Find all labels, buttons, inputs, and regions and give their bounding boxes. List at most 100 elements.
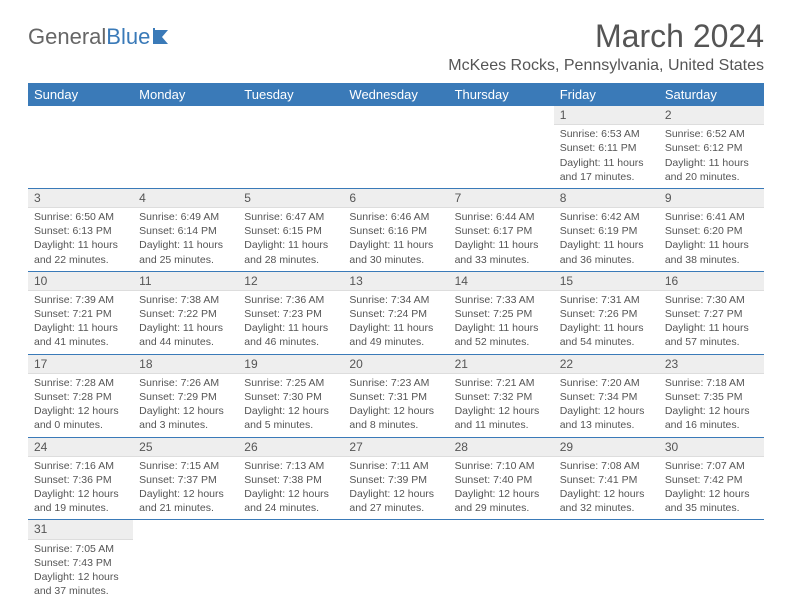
sunset-text: Sunset: 7:36 PM [34,473,127,487]
day-cell: 15Sunrise: 7:31 AMSunset: 7:26 PMDayligh… [554,271,659,354]
daylight-text: Daylight: 11 hours and 41 minutes. [34,321,127,349]
day-number: 9 [659,189,764,208]
day-body: Sunrise: 7:33 AMSunset: 7:25 PMDaylight:… [449,291,554,354]
empty-cell [28,106,133,188]
day-body: Sunrise: 7:08 AMSunset: 7:41 PMDaylight:… [554,457,659,520]
sunset-text: Sunset: 6:11 PM [560,141,653,155]
day-number: 11 [133,272,238,291]
day-cell: 11Sunrise: 7:38 AMSunset: 7:22 PMDayligh… [133,271,238,354]
sunrise-text: Sunrise: 7:36 AM [244,293,337,307]
empty-cell [343,106,448,188]
week-row: 3Sunrise: 6:50 AMSunset: 6:13 PMDaylight… [28,188,764,271]
day-cell: 5Sunrise: 6:47 AMSunset: 6:15 PMDaylight… [238,188,343,271]
day-body: Sunrise: 7:23 AMSunset: 7:31 PMDaylight:… [343,374,448,437]
sunset-text: Sunset: 7:21 PM [34,307,127,321]
day-cell: 27Sunrise: 7:11 AMSunset: 7:39 PMDayligh… [343,437,448,520]
sunrise-text: Sunrise: 7:34 AM [349,293,442,307]
sunrise-text: Sunrise: 6:50 AM [34,210,127,224]
daylight-text: Daylight: 11 hours and 28 minutes. [244,238,337,266]
sunset-text: Sunset: 7:39 PM [349,473,442,487]
sunrise-text: Sunrise: 7:21 AM [455,376,548,390]
day-number: 25 [133,438,238,457]
daylight-text: Daylight: 12 hours and 13 minutes. [560,404,653,432]
sunset-text: Sunset: 7:41 PM [560,473,653,487]
sunrise-text: Sunrise: 7:11 AM [349,459,442,473]
sunrise-text: Sunrise: 6:42 AM [560,210,653,224]
sunrise-text: Sunrise: 7:31 AM [560,293,653,307]
week-row: 31Sunrise: 7:05 AMSunset: 7:43 PMDayligh… [28,520,764,602]
day-number: 22 [554,355,659,374]
daylight-text: Daylight: 12 hours and 32 minutes. [560,487,653,515]
empty-cell [238,520,343,602]
day-number: 24 [28,438,133,457]
day-number: 4 [133,189,238,208]
day-header: Sunday [28,83,133,106]
sunset-text: Sunset: 7:32 PM [455,390,548,404]
logo-text-general: General [28,24,106,50]
daylight-text: Daylight: 12 hours and 37 minutes. [34,570,127,598]
day-number: 18 [133,355,238,374]
day-cell: 25Sunrise: 7:15 AMSunset: 7:37 PMDayligh… [133,437,238,520]
daylight-text: Daylight: 11 hours and 36 minutes. [560,238,653,266]
sunset-text: Sunset: 6:12 PM [665,141,758,155]
day-body: Sunrise: 6:52 AMSunset: 6:12 PMDaylight:… [659,125,764,188]
day-body: Sunrise: 6:44 AMSunset: 6:17 PMDaylight:… [449,208,554,271]
day-cell: 16Sunrise: 7:30 AMSunset: 7:27 PMDayligh… [659,271,764,354]
sunset-text: Sunset: 7:25 PM [455,307,548,321]
sunset-text: Sunset: 7:42 PM [665,473,758,487]
day-number: 28 [449,438,554,457]
sunrise-text: Sunrise: 6:52 AM [665,127,758,141]
sunrise-text: Sunrise: 7:10 AM [455,459,548,473]
day-body: Sunrise: 7:38 AMSunset: 7:22 PMDaylight:… [133,291,238,354]
sunset-text: Sunset: 7:37 PM [139,473,232,487]
day-cell: 8Sunrise: 6:42 AMSunset: 6:19 PMDaylight… [554,188,659,271]
day-number: 19 [238,355,343,374]
sunset-text: Sunset: 6:13 PM [34,224,127,238]
day-cell: 10Sunrise: 7:39 AMSunset: 7:21 PMDayligh… [28,271,133,354]
day-body: Sunrise: 6:42 AMSunset: 6:19 PMDaylight:… [554,208,659,271]
empty-cell [449,520,554,602]
sunset-text: Sunset: 6:17 PM [455,224,548,238]
sunrise-text: Sunrise: 7:05 AM [34,542,127,556]
day-number: 2 [659,106,764,125]
day-number: 15 [554,272,659,291]
week-row: 1Sunrise: 6:53 AMSunset: 6:11 PMDaylight… [28,106,764,188]
day-number: 6 [343,189,448,208]
day-body: Sunrise: 7:15 AMSunset: 7:37 PMDaylight:… [133,457,238,520]
empty-cell [554,520,659,602]
daylight-text: Daylight: 11 hours and 22 minutes. [34,238,127,266]
daylight-text: Daylight: 12 hours and 35 minutes. [665,487,758,515]
sunset-text: Sunset: 6:19 PM [560,224,653,238]
sunset-text: Sunset: 6:15 PM [244,224,337,238]
day-cell: 26Sunrise: 7:13 AMSunset: 7:38 PMDayligh… [238,437,343,520]
day-body: Sunrise: 7:16 AMSunset: 7:36 PMDaylight:… [28,457,133,520]
day-body: Sunrise: 7:18 AMSunset: 7:35 PMDaylight:… [659,374,764,437]
day-number: 1 [554,106,659,125]
day-cell: 17Sunrise: 7:28 AMSunset: 7:28 PMDayligh… [28,354,133,437]
empty-cell [133,520,238,602]
daylight-text: Daylight: 12 hours and 0 minutes. [34,404,127,432]
day-number: 13 [343,272,448,291]
day-body: Sunrise: 7:20 AMSunset: 7:34 PMDaylight:… [554,374,659,437]
day-body: Sunrise: 6:50 AMSunset: 6:13 PMDaylight:… [28,208,133,271]
day-cell: 22Sunrise: 7:20 AMSunset: 7:34 PMDayligh… [554,354,659,437]
day-cell: 28Sunrise: 7:10 AMSunset: 7:40 PMDayligh… [449,437,554,520]
day-number: 31 [28,520,133,539]
sunrise-text: Sunrise: 7:08 AM [560,459,653,473]
day-body: Sunrise: 7:21 AMSunset: 7:32 PMDaylight:… [449,374,554,437]
day-body: Sunrise: 6:46 AMSunset: 6:16 PMDaylight:… [343,208,448,271]
day-body: Sunrise: 6:47 AMSunset: 6:15 PMDaylight:… [238,208,343,271]
day-cell: 23Sunrise: 7:18 AMSunset: 7:35 PMDayligh… [659,354,764,437]
day-cell: 12Sunrise: 7:36 AMSunset: 7:23 PMDayligh… [238,271,343,354]
day-body: Sunrise: 7:25 AMSunset: 7:30 PMDaylight:… [238,374,343,437]
day-body: Sunrise: 7:28 AMSunset: 7:28 PMDaylight:… [28,374,133,437]
day-cell: 13Sunrise: 7:34 AMSunset: 7:24 PMDayligh… [343,271,448,354]
sunrise-text: Sunrise: 7:16 AM [34,459,127,473]
day-body: Sunrise: 7:05 AMSunset: 7:43 PMDaylight:… [28,540,133,603]
daylight-text: Daylight: 12 hours and 24 minutes. [244,487,337,515]
header: GeneralBlue March 2024 McKees Rocks, Pen… [28,18,764,75]
sunrise-text: Sunrise: 6:41 AM [665,210,758,224]
empty-cell [238,106,343,188]
day-cell: 7Sunrise: 6:44 AMSunset: 6:17 PMDaylight… [449,188,554,271]
daylight-text: Daylight: 11 hours and 49 minutes. [349,321,442,349]
